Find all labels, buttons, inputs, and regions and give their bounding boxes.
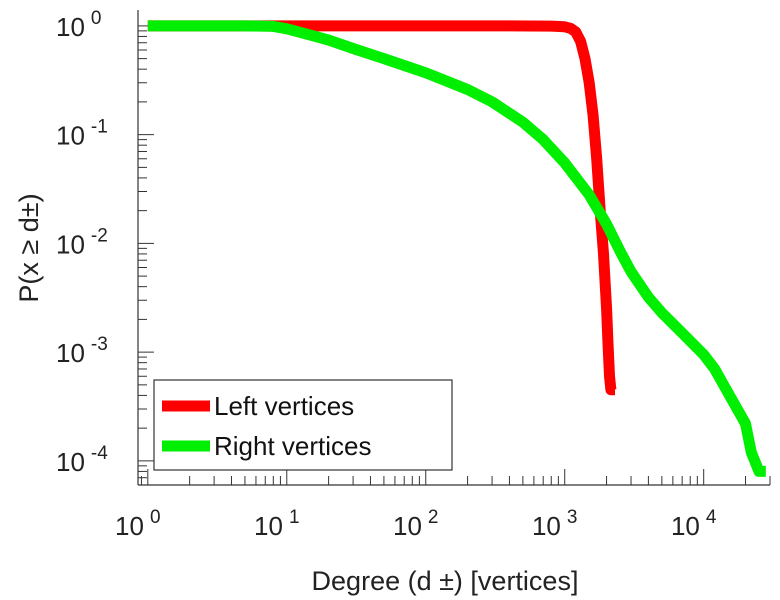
tick-labels: 10 0 10 1 10 2 10 3 10 4 10 0 10 -1 10 -2 10 -3 10 -4: [56, 8, 717, 541]
y-tick-label: 10 0: [56, 8, 102, 42]
legend: Left vertices Right vertices: [153, 379, 453, 471]
series-line-left-vertices: [147, 20, 617, 396]
y-tick-label: 10 -2: [56, 225, 108, 259]
y-tick-label: 10 -4: [56, 443, 108, 477]
axes: [137, 10, 770, 486]
x-tick-label: 10 3: [532, 507, 578, 541]
legend-label-left-vertices: Left vertices: [214, 391, 354, 421]
axis-ticks: [138, 25, 771, 486]
series-line-right-vertices: [147, 20, 766, 477]
legend-box: [153, 379, 453, 471]
plot-series: [147, 20, 766, 477]
x-tick-label: 10 2: [393, 507, 439, 541]
y-axis-label: P(x ≥ d±): [14, 193, 44, 302]
x-tick-label: 10 0: [115, 507, 161, 541]
x-axis-label: Degree (d ±) [vertices]: [312, 566, 579, 596]
y-tick-label: 10 -1: [56, 117, 108, 151]
legend-label-right-vertices: Right vertices: [214, 431, 372, 461]
x-tick-label: 10 1: [254, 507, 300, 541]
x-tick-label: 10 4: [671, 507, 717, 541]
y-tick-label: 10 -3: [56, 334, 108, 368]
